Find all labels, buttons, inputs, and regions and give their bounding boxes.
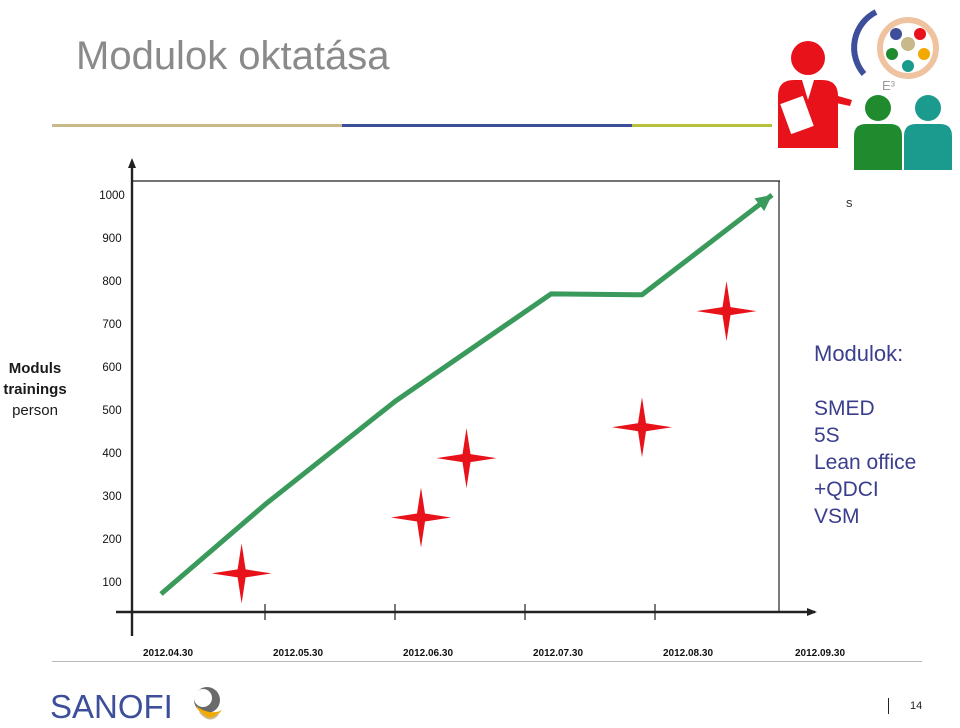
y-tick-label: 400 — [102, 448, 121, 460]
star-marker — [436, 428, 497, 489]
trainer-person-icon — [777, 41, 852, 148]
title-underline-1 — [52, 124, 342, 127]
training-line-arrowhead — [754, 195, 772, 212]
trainee-person-icon — [854, 95, 902, 170]
x-tick-label: 2012.06.30 — [403, 648, 453, 659]
legend-marker: s — [846, 195, 853, 210]
module-item: 5S — [814, 424, 840, 447]
sanofi-bird-icon — [194, 687, 222, 720]
y-axis-arrow — [128, 158, 136, 168]
title-underline-3 — [632, 124, 772, 127]
modules-list: Modulok: SMED 5S Lean office +QDCI VSM — [814, 340, 916, 530]
y-tick-label: 600 — [102, 362, 121, 374]
y-axis-label-line: Moduls — [8, 360, 62, 377]
x-tick-label: 2012.09.30 — [795, 648, 845, 659]
training-chart: 1000 900 800 700 600 500 400 300 200 100 2012.04.3… — [99, 158, 845, 659]
page-number-divider — [888, 698, 889, 714]
e3-badge-icon: E³ — [851, 9, 939, 93]
x-tick-label: 2012.07.30 — [533, 648, 583, 659]
modules-heading: Modulok: — [814, 341, 904, 366]
y-axis-label: Moduls trainings person — [0, 358, 70, 421]
y-tick-label: 1000 — [99, 190, 125, 202]
title-underline-2 — [342, 124, 632, 127]
trainee-person-icon — [904, 95, 952, 170]
star-marker — [612, 397, 672, 458]
y-axis-label-line: person — [12, 402, 58, 419]
star-marker — [391, 487, 451, 548]
module-item: +QDCI — [814, 478, 879, 501]
x-tick-label: 2012.08.30 — [663, 648, 713, 659]
x-tick-label: 2012.04.30 — [143, 648, 193, 659]
chart-plot — [159, 193, 774, 604]
star-marker — [211, 543, 272, 604]
y-tick-label: 700 — [102, 319, 121, 331]
x-axis-arrow — [807, 608, 817, 616]
star-marker — [696, 281, 757, 342]
y-axis-label-line: trainings — [3, 381, 67, 398]
y-tick-label: 200 — [102, 534, 121, 546]
y-tick-label: 500 — [102, 405, 121, 417]
chart-axes: 1000 900 800 700 600 500 400 300 200 100 2012.04.3… — [99, 158, 845, 659]
module-item: Lean office — [814, 451, 917, 474]
y-tick-label: 900 — [102, 233, 121, 245]
x-tick-label: 2012.05.30 — [273, 648, 323, 659]
sanofi-logo: SANOFI — [50, 687, 222, 725]
y-tick-label: 800 — [102, 276, 121, 288]
page-number: 14 — [910, 700, 923, 712]
logo-text: SANOFI — [50, 688, 173, 725]
y-tick-label: 100 — [102, 577, 121, 589]
y-tick-label: 300 — [102, 491, 121, 503]
module-item: VSM — [814, 505, 860, 528]
training-line — [159, 193, 774, 596]
module-item: SMED — [814, 397, 875, 420]
badge-text: E³ — [882, 78, 896, 93]
footer-divider — [52, 661, 922, 662]
page-title: Modulok oktatása — [76, 34, 390, 78]
